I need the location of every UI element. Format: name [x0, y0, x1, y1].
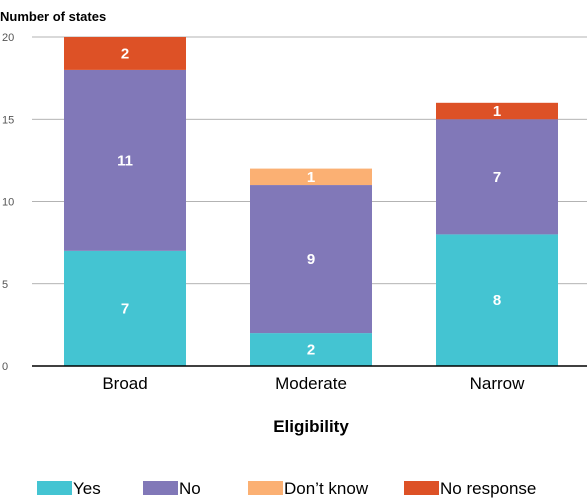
bar-segment — [250, 333, 372, 366]
legend-label: No — [179, 479, 201, 498]
legend-label: Don’t know — [284, 479, 369, 498]
x-tick-label: Moderate — [275, 374, 347, 393]
y-tick-label: 10 — [2, 197, 14, 209]
x-axis-title: Eligibility — [273, 417, 349, 436]
y-tick-label: 15 — [2, 114, 14, 126]
y-axis-title: Number of states — [0, 9, 106, 24]
bar-segment — [250, 185, 372, 334]
bar-segment — [436, 234, 558, 366]
data-label: 2 — [121, 45, 129, 62]
data-label: 9 — [307, 251, 315, 268]
x-tick-label: Broad — [102, 374, 147, 393]
legend-label: Yes — [73, 479, 101, 498]
y-axis-ticks: 0 5 10 15 20 — [2, 32, 14, 373]
data-label: 8 — [493, 292, 501, 309]
data-label: 7 — [121, 300, 129, 317]
data-label: 11 — [117, 152, 133, 169]
bar-segment — [436, 102, 558, 120]
y-tick-label: 0 — [2, 361, 8, 373]
data-label: 1 — [493, 103, 501, 120]
legend: Yes No Don’t know No response — [37, 479, 536, 498]
x-axis-categories: Broad Moderate Narrow — [102, 374, 525, 393]
bar-segment — [64, 69, 186, 251]
bars: 7 11 2 2 9 1 8 7 1 — [64, 37, 558, 366]
data-label: 1 — [307, 169, 315, 186]
legend-label: No response — [440, 479, 536, 498]
legend-swatch — [404, 481, 439, 495]
y-tick-label: 20 — [2, 32, 14, 44]
bar-segment — [64, 37, 186, 70]
data-label: 7 — [493, 169, 501, 186]
legend-swatch — [248, 481, 283, 495]
legend-swatch — [37, 481, 72, 495]
bar-segment — [250, 168, 372, 186]
x-tick-label: Narrow — [470, 374, 526, 393]
bar-segment — [436, 119, 558, 235]
legend-swatch — [143, 481, 178, 495]
data-label: 2 — [307, 342, 315, 359]
bar-segment — [64, 250, 186, 366]
y-tick-label: 5 — [2, 279, 8, 291]
